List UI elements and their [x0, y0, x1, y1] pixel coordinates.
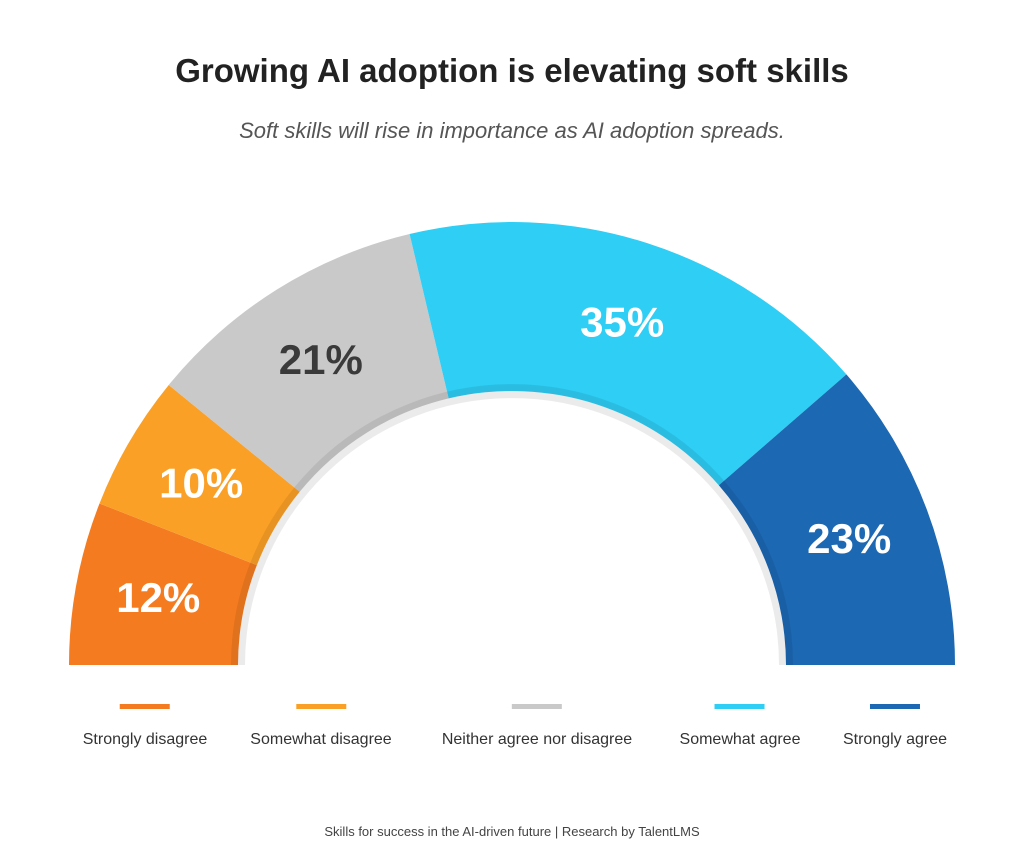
legend-swatch [119, 704, 170, 709]
legend-label: Neither agree nor disagree [441, 731, 633, 748]
legend-item: Somewhat disagree [250, 704, 392, 749]
data-label: 35% [580, 298, 664, 345]
data-label: 23% [807, 515, 891, 562]
slice-neither-agree-nor-disagree [168, 234, 449, 492]
inner-shadow-ring [231, 384, 793, 666]
data-label: 12% [116, 574, 200, 621]
legend-swatch [715, 704, 765, 709]
legend-label: Strongly agree [842, 731, 948, 748]
legend-item: Somewhat agree [679, 704, 801, 749]
footer-credit: Skills for success in the AI-driven futu… [324, 824, 700, 839]
data-label: 21% [279, 336, 363, 383]
legend-swatch [295, 704, 346, 709]
data-label: 10% [159, 459, 243, 506]
slice-somewhat-disagree [99, 384, 300, 566]
chart-title: Growing AI adoption is elevating soft sk… [175, 52, 849, 89]
legend-swatch [870, 704, 920, 709]
slice-strongly-agree [718, 374, 955, 665]
chart-subtitle: Soft skills will rise in importance as A… [239, 118, 785, 143]
slice-strongly-disagree [69, 503, 257, 665]
legend-swatch [512, 704, 562, 709]
legend-label: Somewhat disagree [250, 731, 392, 748]
legend-item: Neither agree nor disagree [442, 704, 632, 749]
legend-item: Strongly agree [843, 704, 947, 749]
legend-label: Somewhat agree [679, 731, 801, 748]
slice-somewhat-agree [409, 222, 847, 486]
legend-item: Strongly disagree [82, 704, 208, 749]
semicircle-chart: 12% 10% 21% 35% 23% [69, 222, 955, 666]
legend-label: Strongly disagree [82, 731, 208, 748]
